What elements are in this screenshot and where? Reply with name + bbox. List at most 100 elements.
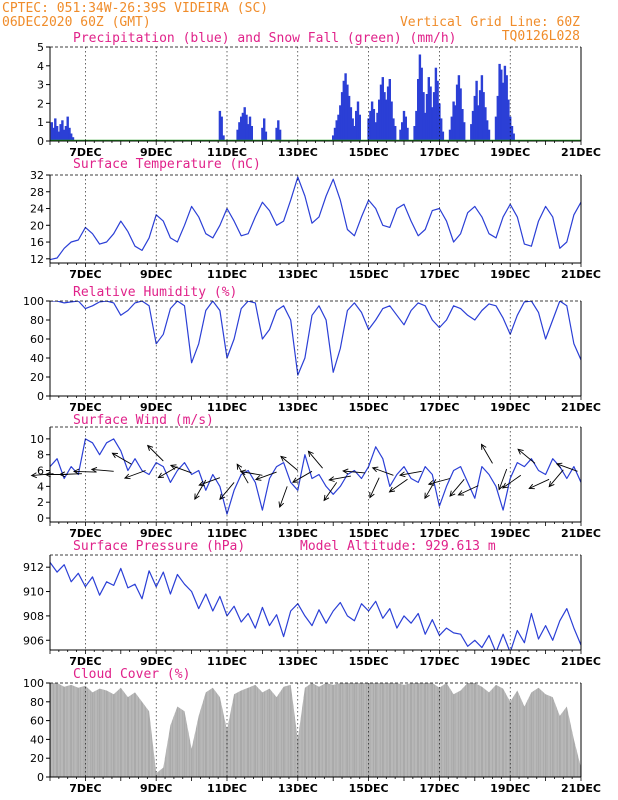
precip-bar	[240, 116, 243, 141]
precip-bar	[432, 92, 436, 141]
precip-bar	[278, 129, 282, 141]
y-tick-label: 40	[30, 352, 44, 365]
y-tick-label: 2	[37, 97, 44, 110]
precip-bar	[427, 77, 430, 141]
precip-bar	[71, 137, 75, 141]
precip-bar	[484, 107, 487, 141]
wind-vector	[278, 486, 288, 508]
x-tick-label: 7DEC	[69, 401, 101, 414]
y-tick-label: 80	[30, 696, 44, 709]
x-tick-label: 17DEC	[419, 268, 459, 281]
precip-bar	[277, 120, 280, 141]
wind-vector	[307, 450, 323, 469]
y-tick-label: 912	[23, 561, 44, 574]
precip-bar	[386, 86, 390, 141]
precip-bar	[505, 75, 508, 141]
x-tick-label: 13DEC	[278, 268, 318, 281]
y-tick-label: 12	[30, 253, 44, 266]
precip-bar	[64, 126, 68, 141]
precip-bar	[238, 122, 241, 141]
x-tick-label: 7DEC	[69, 268, 101, 281]
precip-bar	[399, 129, 402, 141]
precip-bar	[385, 99, 388, 141]
precip-bar	[422, 92, 425, 141]
panel-cloud: Cloud Cover (%) 0 20 40 60 80 100 7DEC 9DEC 11DEC…	[23, 667, 601, 795]
precip-bar	[250, 126, 253, 141]
wind-vector	[123, 470, 146, 480]
wind-vector	[528, 478, 550, 490]
x-tick-label: 21DEC	[561, 782, 601, 795]
panel-title-pres: Surface Pressure (hPa)	[73, 539, 245, 554]
precip-bar	[401, 122, 404, 141]
y-tick-label: 10	[30, 433, 44, 446]
y-tick-label: 4	[37, 60, 44, 73]
y-tick-label: 8	[37, 449, 44, 462]
panel-wind: Surface Wind (m/s) 0 2 4 6 8 10 7DEC 9DEC 11DEC 13…	[30, 413, 601, 540]
precip-bar	[263, 118, 266, 141]
precip-bar	[510, 126, 514, 141]
precip-bar	[487, 129, 491, 141]
x-tick-label: 19DEC	[490, 527, 530, 540]
x-tick-label: 9DEC	[140, 655, 172, 668]
precip-bar	[374, 122, 377, 141]
x-tick-label: 9DEC	[140, 268, 172, 281]
precip-bar	[404, 116, 407, 141]
series-line-pres	[50, 561, 581, 650]
header-station: CPTEC: 051:34W-26:39S VIDEIRA (SC)	[2, 1, 268, 16]
wind-vector	[449, 479, 465, 497]
y-tick-label: 60	[30, 715, 44, 728]
y-tick-label: 5	[37, 41, 44, 54]
precip-bar	[355, 110, 358, 141]
precip-bar	[509, 116, 512, 141]
wind-vector	[555, 462, 578, 472]
wind-vector	[323, 482, 338, 502]
wind-vector	[501, 474, 522, 489]
precip-bar	[441, 131, 445, 141]
precip-bar	[379, 84, 383, 141]
wind-vector	[111, 452, 132, 465]
x-tick-label: 15DEC	[349, 782, 389, 795]
wind-vector	[388, 478, 408, 493]
panel-annotation-pres: Model Altitude: 929.613 m	[300, 539, 496, 554]
x-tick-label: 19DEC	[490, 146, 530, 159]
y-tick-label: 60	[30, 333, 44, 346]
wind-vector	[194, 479, 207, 500]
y-tick-label: 6	[37, 465, 44, 478]
precip-bar	[388, 79, 391, 141]
x-tick-label: 9DEC	[140, 782, 172, 795]
precip-bar	[470, 124, 473, 141]
precip-bar	[498, 63, 501, 141]
precip-bar	[261, 127, 264, 141]
precip-bar	[438, 103, 441, 141]
panel-title-wind: Surface Wind (m/s)	[73, 413, 214, 428]
precip-bar	[243, 107, 246, 141]
precip-bar	[70, 133, 73, 141]
x-tick-label: 17DEC	[419, 655, 459, 668]
wind-vector	[169, 464, 192, 474]
y-tick-label: 28	[30, 186, 44, 199]
precip-bar	[245, 114, 248, 141]
precip-bar	[494, 116, 498, 141]
precip-bar	[452, 101, 455, 141]
x-tick-label: 7DEC	[69, 527, 101, 540]
precip-bar	[247, 124, 250, 141]
precip-bar	[500, 69, 503, 141]
precip-bar	[402, 110, 406, 141]
precip-bar	[480, 75, 484, 141]
x-tick-label: 21DEC	[561, 527, 601, 540]
precip-bar	[420, 67, 423, 141]
x-tick-label: 11DEC	[207, 146, 247, 159]
wind-vector	[90, 466, 114, 473]
x-tick-label: 17DEC	[419, 782, 459, 795]
x-tick-label: 11DEC	[207, 655, 247, 668]
series-line-temp	[50, 176, 581, 261]
header-datetime: 06DEC2020 60Z (GMT)	[2, 15, 151, 30]
y-tick-label: 20	[30, 371, 44, 384]
x-tick-label: 21DEC	[561, 655, 601, 668]
x-tick-label: 11DEC	[207, 268, 247, 281]
precip-bar	[337, 114, 340, 141]
x-tick-label: 17DEC	[419, 401, 459, 414]
precip-bar	[457, 75, 461, 141]
precip-bar	[459, 88, 462, 141]
